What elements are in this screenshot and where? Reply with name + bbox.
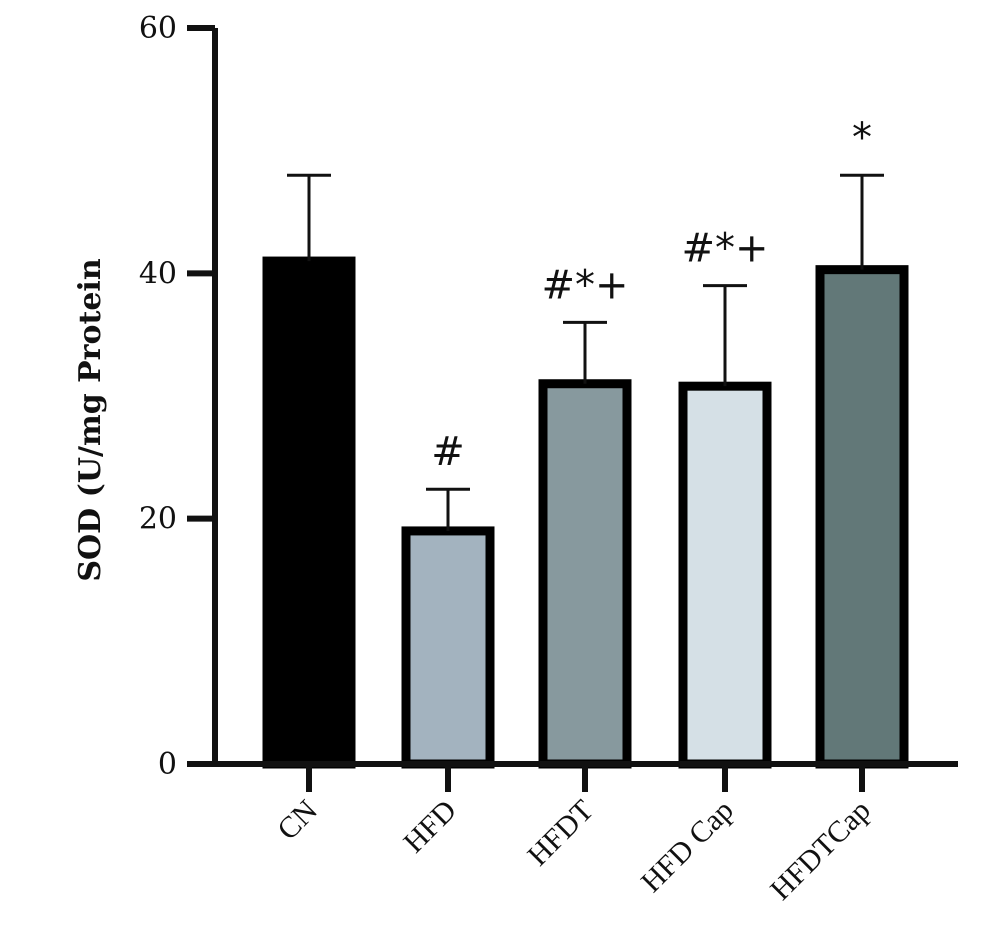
bar [678, 381, 772, 769]
bar [401, 526, 495, 769]
significance-annotation: #*+ [541, 262, 628, 308]
y-tick-label: 60 [139, 11, 177, 46]
x-tick-labels: CN HFD HFDT HFD Cap HFDTCap [271, 794, 877, 907]
significance-annotations: # #*+ #*+ * [431, 115, 872, 475]
x-tick-label: HFDT [521, 794, 600, 873]
y-tick-label: 20 [139, 502, 177, 537]
significance-annotation: * [852, 115, 872, 161]
y-axis-label: SOD (U/mg Protein [73, 258, 108, 581]
bar [262, 256, 356, 769]
x-tick-label: HFD Cap [635, 794, 740, 899]
error-bars-group [287, 173, 884, 531]
significance-annotation: #*+ [681, 226, 768, 272]
x-tick-label: CN [271, 794, 324, 847]
axes-group [187, 25, 958, 792]
bar [815, 265, 909, 769]
significance-annotation: # [431, 429, 465, 475]
x-tick-label: HFD [397, 794, 463, 860]
y-tick-labels: 0 20 40 60 [139, 11, 177, 782]
bar [538, 379, 632, 769]
x-tick-label: HFDTCap [764, 794, 877, 907]
y-tick-label: 0 [158, 747, 177, 782]
y-tick-label: 40 [139, 256, 177, 291]
